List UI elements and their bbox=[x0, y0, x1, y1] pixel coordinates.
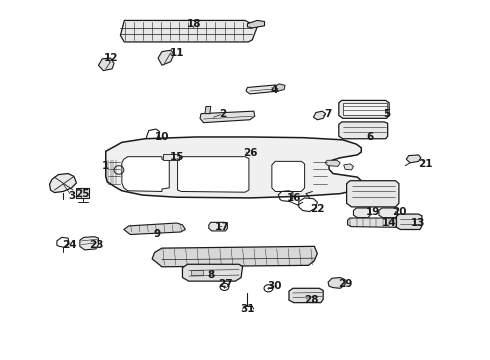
Polygon shape bbox=[275, 84, 285, 91]
Polygon shape bbox=[158, 50, 174, 65]
Text: 4: 4 bbox=[270, 85, 278, 95]
Polygon shape bbox=[124, 223, 185, 234]
Text: 21: 21 bbox=[418, 159, 433, 169]
Polygon shape bbox=[209, 222, 227, 231]
Text: 13: 13 bbox=[411, 218, 426, 228]
Polygon shape bbox=[205, 107, 211, 114]
Polygon shape bbox=[247, 21, 265, 28]
Text: 19: 19 bbox=[366, 207, 380, 217]
Text: 3: 3 bbox=[68, 191, 75, 201]
Polygon shape bbox=[226, 147, 247, 156]
Polygon shape bbox=[152, 246, 318, 267]
Ellipse shape bbox=[264, 285, 273, 292]
Polygon shape bbox=[347, 218, 397, 227]
Text: 31: 31 bbox=[240, 304, 255, 314]
Text: 28: 28 bbox=[304, 295, 318, 305]
Polygon shape bbox=[121, 21, 257, 42]
Polygon shape bbox=[346, 181, 399, 207]
Polygon shape bbox=[200, 111, 255, 123]
Text: 7: 7 bbox=[324, 109, 332, 119]
Bar bbox=[163, 154, 178, 160]
Text: 20: 20 bbox=[392, 207, 406, 217]
Polygon shape bbox=[122, 157, 169, 192]
Text: 8: 8 bbox=[207, 270, 215, 280]
Text: 30: 30 bbox=[267, 281, 282, 291]
Polygon shape bbox=[379, 208, 397, 218]
Text: 26: 26 bbox=[243, 148, 257, 158]
Bar bbox=[76, 188, 89, 198]
Polygon shape bbox=[328, 278, 345, 288]
Polygon shape bbox=[80, 237, 98, 250]
Polygon shape bbox=[98, 58, 114, 71]
Polygon shape bbox=[246, 85, 280, 94]
Text: 23: 23 bbox=[89, 239, 103, 249]
Polygon shape bbox=[339, 100, 389, 118]
Polygon shape bbox=[343, 164, 353, 170]
Text: 2: 2 bbox=[220, 109, 227, 119]
Text: 18: 18 bbox=[187, 19, 201, 29]
Polygon shape bbox=[396, 214, 422, 229]
Polygon shape bbox=[191, 270, 203, 275]
Polygon shape bbox=[353, 208, 370, 218]
Text: 27: 27 bbox=[218, 279, 233, 289]
Polygon shape bbox=[314, 111, 326, 120]
Text: 15: 15 bbox=[170, 152, 184, 162]
Text: 10: 10 bbox=[155, 132, 169, 142]
Polygon shape bbox=[106, 137, 361, 198]
Text: 24: 24 bbox=[62, 239, 76, 249]
Text: 11: 11 bbox=[170, 48, 184, 58]
Text: 5: 5 bbox=[383, 109, 391, 119]
Text: 29: 29 bbox=[338, 279, 352, 289]
Polygon shape bbox=[182, 264, 243, 281]
Polygon shape bbox=[339, 122, 388, 139]
Ellipse shape bbox=[220, 283, 229, 291]
Text: 16: 16 bbox=[287, 193, 301, 203]
Text: 17: 17 bbox=[215, 222, 229, 231]
Text: 6: 6 bbox=[366, 132, 373, 142]
Text: 25: 25 bbox=[75, 189, 90, 199]
Polygon shape bbox=[325, 160, 340, 166]
Text: 1: 1 bbox=[102, 161, 109, 171]
Polygon shape bbox=[289, 288, 323, 303]
Text: 22: 22 bbox=[310, 204, 324, 214]
Polygon shape bbox=[49, 174, 76, 193]
Text: 14: 14 bbox=[382, 218, 396, 228]
Bar bbox=[343, 103, 387, 116]
Polygon shape bbox=[406, 155, 421, 163]
Text: 9: 9 bbox=[153, 229, 161, 239]
Text: 12: 12 bbox=[103, 53, 118, 63]
Polygon shape bbox=[177, 157, 249, 192]
Polygon shape bbox=[272, 161, 305, 192]
